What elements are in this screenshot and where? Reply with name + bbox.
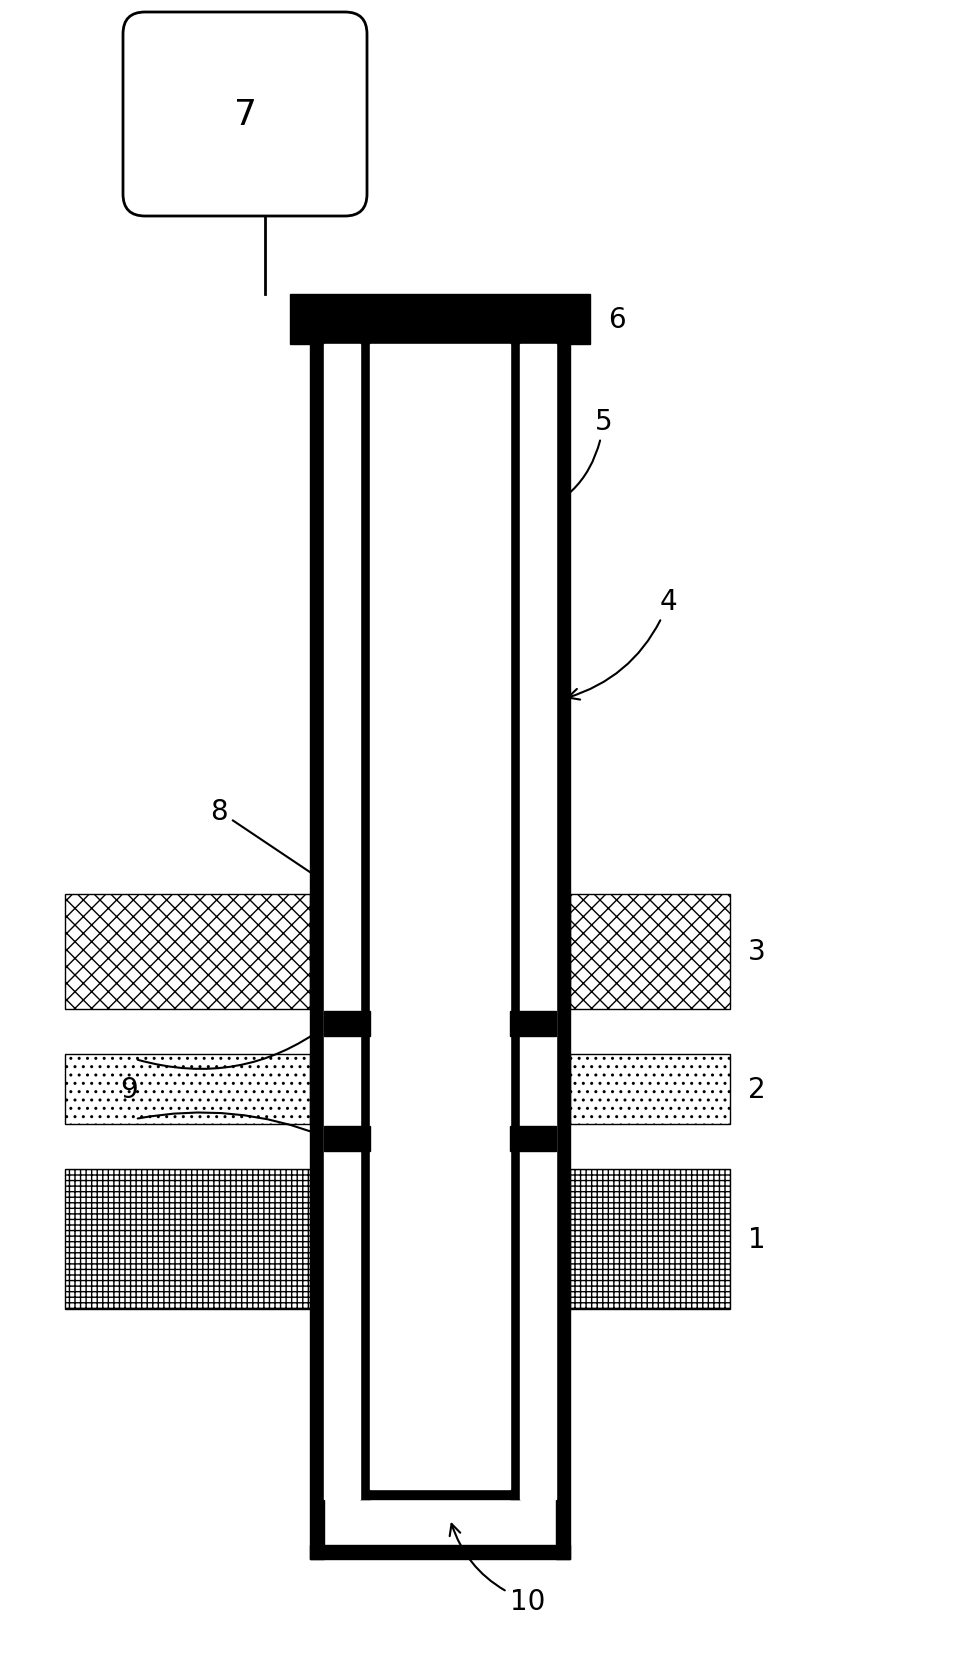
Bar: [360, 1011, 370, 1037]
Bar: [324, 1126, 360, 1151]
Bar: [65, 894, 310, 1010]
Bar: [290, 294, 590, 344]
Text: 4: 4: [568, 588, 678, 701]
Bar: [520, 1126, 556, 1151]
Bar: [520, 1011, 556, 1037]
Bar: [520, 344, 556, 1499]
Text: 9: 9: [120, 1075, 138, 1104]
Bar: [65, 1169, 310, 1309]
Bar: [370, 344, 510, 1488]
Bar: [360, 1488, 520, 1499]
Bar: [360, 344, 370, 1499]
Text: 7: 7: [234, 97, 257, 133]
Text: 1: 1: [748, 1225, 766, 1253]
Text: 8: 8: [210, 798, 361, 907]
Bar: [360, 1126, 370, 1151]
Text: 5: 5: [520, 408, 613, 521]
Text: 6: 6: [608, 306, 625, 334]
FancyBboxPatch shape: [123, 13, 367, 217]
Bar: [510, 344, 520, 1499]
Bar: [310, 344, 324, 1559]
Text: 3: 3: [748, 937, 766, 966]
Bar: [570, 894, 730, 1010]
Bar: [510, 1011, 520, 1037]
Bar: [310, 1546, 570, 1559]
Bar: [556, 344, 570, 1559]
Bar: [324, 344, 360, 1499]
Bar: [324, 1011, 360, 1037]
Bar: [570, 1169, 730, 1309]
Bar: [324, 344, 556, 1559]
Bar: [570, 1055, 730, 1124]
Bar: [510, 1126, 520, 1151]
Text: 2: 2: [748, 1075, 766, 1104]
Bar: [65, 1055, 310, 1124]
Text: 10: 10: [449, 1524, 545, 1614]
